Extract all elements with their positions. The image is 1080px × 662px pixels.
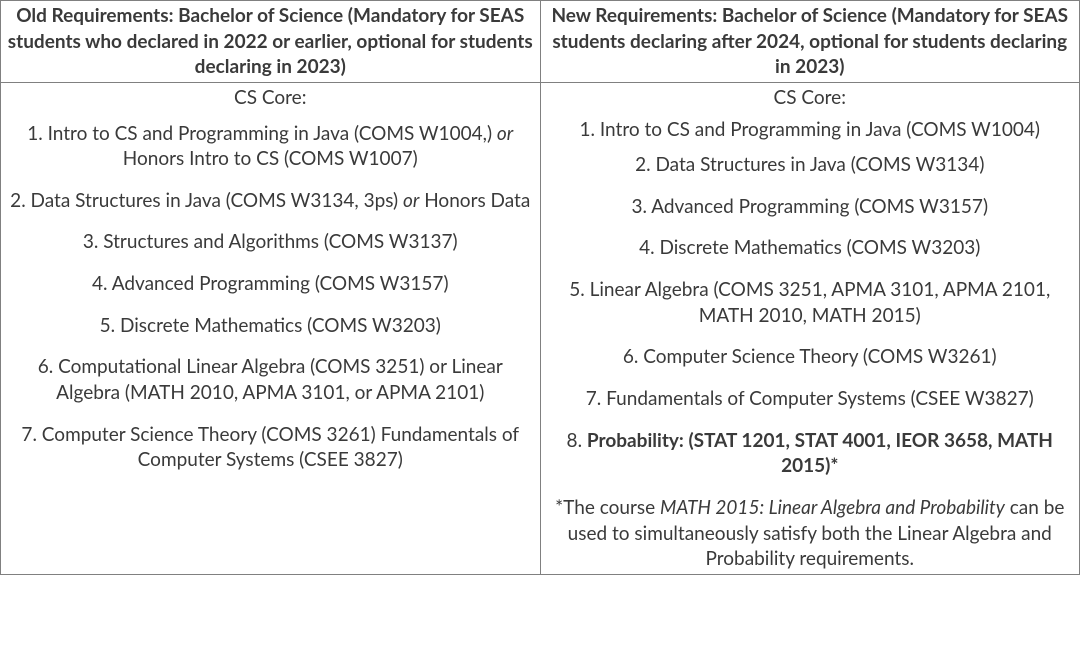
old-requirements-cell: CS Core: 1. Intro to CS and Programming … bbox=[1, 82, 541, 574]
new-item-2: 2. Data Structures in Java (COMS W3134) bbox=[545, 152, 1076, 178]
new-footnote-italic: MATH 2015: Linear Algebra and Probabilit… bbox=[660, 496, 1005, 519]
new-section-title: CS Core: bbox=[545, 85, 1076, 111]
new-item-3: 3. Advanced Programming (COMS W3157) bbox=[545, 194, 1076, 220]
old-section-title: CS Core: bbox=[5, 85, 536, 111]
old-item-3: 3. Structures and Algorithms (COMS W3137… bbox=[5, 229, 536, 255]
new-item-8-bold: Probability: (STAT 1201, STAT 4001, IEOR… bbox=[587, 429, 1053, 478]
requirements-table: Old Requirements: Bachelor of Science (M… bbox=[0, 0, 1080, 575]
old-item-2: 2. Data Structures in Java (COMS W3134, … bbox=[5, 188, 536, 214]
old-item-7: 7. Computer Science Theory (COMS 3261) F… bbox=[5, 422, 536, 473]
new-item-6: 6. Computer Science Theory (COMS W3261) bbox=[545, 344, 1076, 370]
old-item-5: 5. Discrete Mathematics (COMS W3203) bbox=[5, 313, 536, 339]
old-item-2-suffix: Honors Data bbox=[419, 189, 530, 212]
new-requirements-cell: CS Core: 1. Intro to CS and Programming … bbox=[540, 82, 1080, 574]
old-item-1-prefix: 1. Intro to CS and Programming in Java (… bbox=[27, 122, 497, 145]
old-requirements-header: Old Requirements: Bachelor of Science (M… bbox=[1, 1, 541, 83]
new-requirements-header: New Requirements: Bachelor of Science (M… bbox=[540, 1, 1080, 83]
new-footnote-prefix: *The course bbox=[555, 496, 660, 519]
old-item-2-prefix: 2. Data Structures in Java (COMS W3134, … bbox=[10, 189, 403, 212]
old-item-1-or: or bbox=[497, 122, 513, 145]
new-item-7: 7. Fundamentals of Computer Systems (CSE… bbox=[545, 386, 1076, 412]
new-item-5: 5. Linear Algebra (COMS 3251, APMA 3101,… bbox=[545, 277, 1076, 328]
new-item-8-prefix: 8. bbox=[567, 429, 587, 452]
old-item-1-suffix: Honors Intro to CS (COMS W1007) bbox=[123, 147, 418, 170]
old-item-1: 1. Intro to CS and Programming in Java (… bbox=[5, 121, 536, 172]
old-item-2-or: or bbox=[403, 189, 419, 212]
new-item-8: 8. Probability: (STAT 1201, STAT 4001, I… bbox=[545, 428, 1076, 479]
old-item-6: 6. Computational Linear Algebra (COMS 32… bbox=[5, 354, 536, 405]
new-footnote: *The course MATH 2015: Linear Algebra an… bbox=[545, 495, 1076, 572]
old-item-4: 4. Advanced Programming (COMS W3157) bbox=[5, 271, 536, 297]
body-row: CS Core: 1. Intro to CS and Programming … bbox=[1, 82, 1080, 574]
new-item-4: 4. Discrete Mathematics (COMS W3203) bbox=[545, 235, 1076, 261]
new-item-1: 1. Intro to CS and Programming in Java (… bbox=[545, 117, 1076, 143]
header-row: Old Requirements: Bachelor of Science (M… bbox=[1, 1, 1080, 83]
